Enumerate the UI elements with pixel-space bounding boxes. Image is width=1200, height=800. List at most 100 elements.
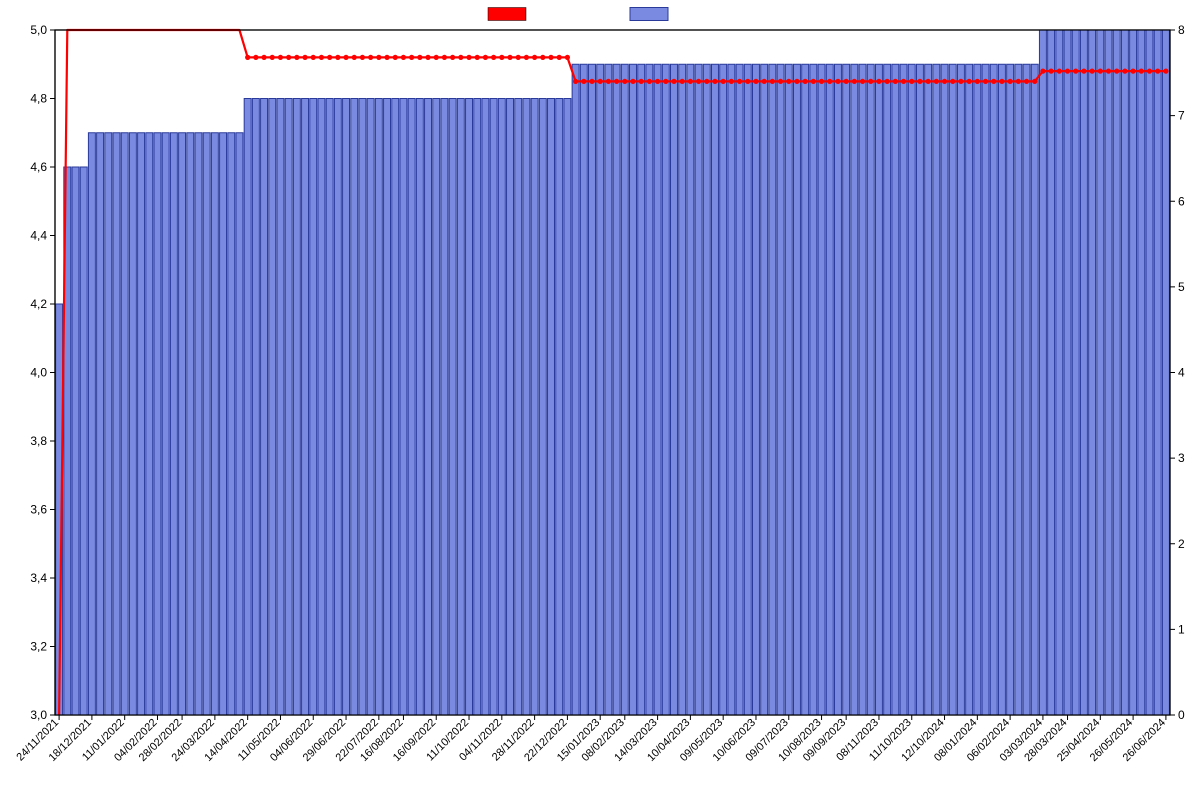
line-marker bbox=[384, 55, 389, 60]
line-marker bbox=[958, 79, 963, 84]
bar bbox=[105, 133, 112, 715]
bar bbox=[1031, 64, 1038, 715]
line-marker bbox=[680, 79, 685, 84]
yaxis-left-label: 3,4 bbox=[30, 571, 47, 585]
bar bbox=[1056, 30, 1063, 715]
line-marker bbox=[1049, 69, 1054, 74]
yaxis-right-label: 5 bbox=[1178, 280, 1185, 294]
bar bbox=[1080, 30, 1087, 715]
bar bbox=[925, 64, 932, 715]
bar bbox=[343, 99, 350, 716]
line-marker bbox=[261, 55, 266, 60]
legend-line-swatch bbox=[488, 8, 526, 21]
bar bbox=[990, 64, 997, 715]
bar bbox=[474, 99, 481, 716]
line-marker bbox=[671, 79, 676, 84]
line-marker bbox=[852, 79, 857, 84]
bar bbox=[154, 133, 161, 715]
line-marker bbox=[1024, 79, 1029, 84]
line-marker bbox=[352, 55, 357, 60]
line-marker bbox=[491, 55, 496, 60]
bar bbox=[744, 64, 751, 715]
bar bbox=[80, 167, 87, 715]
line-marker bbox=[622, 79, 627, 84]
line-marker bbox=[1081, 69, 1086, 74]
line-marker bbox=[516, 55, 521, 60]
bar bbox=[334, 99, 341, 716]
line-marker bbox=[499, 55, 504, 60]
bar bbox=[802, 64, 809, 715]
bar bbox=[1015, 64, 1022, 715]
line-marker bbox=[409, 55, 414, 60]
line-marker bbox=[425, 55, 430, 60]
bar bbox=[613, 64, 620, 715]
bar bbox=[433, 99, 440, 716]
bar bbox=[826, 64, 833, 715]
bar bbox=[203, 133, 210, 715]
bar bbox=[228, 133, 235, 715]
bar bbox=[285, 99, 292, 716]
bar bbox=[310, 99, 317, 716]
bar bbox=[261, 99, 268, 716]
line-marker bbox=[876, 79, 881, 84]
bar bbox=[892, 64, 899, 715]
bar bbox=[720, 64, 727, 715]
line-marker bbox=[762, 79, 767, 84]
bar bbox=[793, 64, 800, 715]
line-marker bbox=[835, 79, 840, 84]
bar bbox=[851, 64, 858, 715]
line-marker bbox=[1016, 79, 1021, 84]
bar bbox=[646, 64, 653, 715]
bar bbox=[1146, 30, 1153, 715]
yaxis-left-label: 3,0 bbox=[30, 708, 47, 722]
bar bbox=[97, 133, 104, 715]
bar bbox=[269, 99, 276, 716]
line-marker bbox=[1163, 69, 1168, 74]
line-marker bbox=[524, 55, 529, 60]
line-marker bbox=[1090, 69, 1095, 74]
bar bbox=[687, 64, 694, 715]
bar bbox=[146, 133, 153, 715]
bar bbox=[425, 99, 432, 716]
bar bbox=[449, 99, 456, 716]
line-marker bbox=[696, 79, 701, 84]
line-marker bbox=[860, 79, 865, 84]
line-marker bbox=[475, 55, 480, 60]
line-marker bbox=[983, 79, 988, 84]
bar bbox=[498, 99, 505, 716]
bar bbox=[752, 64, 759, 715]
line-marker bbox=[253, 55, 258, 60]
bar bbox=[293, 99, 300, 716]
line-marker bbox=[868, 79, 873, 84]
bar bbox=[834, 64, 841, 715]
line-marker bbox=[811, 79, 816, 84]
line-marker bbox=[581, 79, 586, 84]
bar bbox=[252, 99, 259, 716]
bar bbox=[1097, 30, 1104, 715]
bar bbox=[466, 99, 473, 716]
line-marker bbox=[286, 55, 291, 60]
line-marker bbox=[1073, 69, 1078, 74]
bar bbox=[302, 99, 309, 716]
bar bbox=[375, 99, 382, 716]
yaxis-left-label: 4,0 bbox=[30, 366, 47, 380]
line-marker bbox=[434, 55, 439, 60]
line-marker bbox=[794, 79, 799, 84]
line-marker bbox=[827, 79, 832, 84]
bar bbox=[1113, 30, 1120, 715]
bar bbox=[1154, 30, 1161, 715]
bar bbox=[400, 99, 407, 716]
bar bbox=[490, 99, 497, 716]
bar bbox=[113, 133, 120, 715]
line-marker bbox=[844, 79, 849, 84]
bar bbox=[244, 99, 251, 716]
line-marker bbox=[655, 79, 660, 84]
line-marker bbox=[729, 79, 734, 84]
line-marker bbox=[926, 79, 931, 84]
bar bbox=[621, 64, 628, 715]
line-marker bbox=[614, 79, 619, 84]
bar bbox=[408, 99, 415, 716]
bar bbox=[974, 64, 981, 715]
line-marker bbox=[934, 79, 939, 84]
bar bbox=[539, 99, 546, 716]
